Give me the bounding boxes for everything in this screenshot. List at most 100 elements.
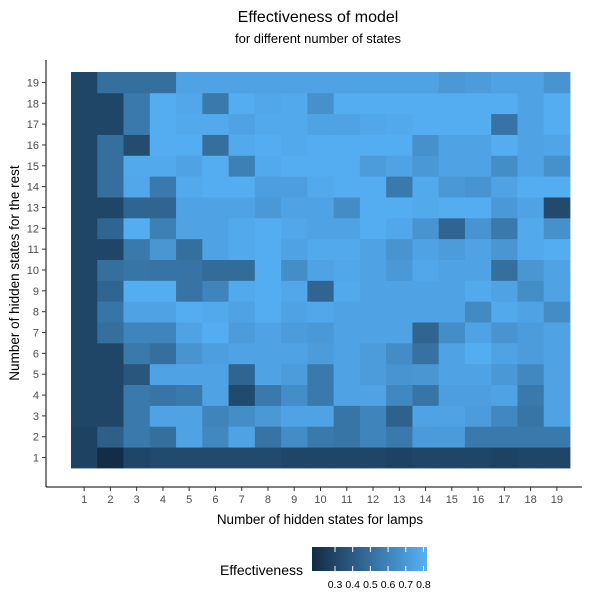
heatmap-cell [386,217,413,240]
heatmap-cell [333,426,361,448]
y-tick-label: 13 [27,202,39,214]
heatmap-cell [517,155,545,177]
heatmap-cell [333,72,361,94]
heatmap-cell [438,176,466,198]
heatmap-cell [254,155,282,177]
heatmap-cell [97,72,124,94]
heatmap-cell [71,176,98,198]
heatmap-cell [149,405,177,427]
heatmap-cell [71,92,98,115]
heatmap-cell [281,384,308,406]
heatmap-cell [71,363,98,386]
heatmap-cell [254,238,282,260]
heatmap-cell [333,384,361,406]
heatmap-cell [543,384,571,406]
y-tick-label: 15 [27,161,39,173]
heatmap-cell [149,447,177,469]
heatmap-cell [307,176,335,198]
heatmap-cell [333,197,361,219]
heatmap-cell [97,155,124,177]
heatmap-cell [517,72,545,94]
heatmap-cell [386,134,413,156]
heatmap-cell [359,197,387,219]
y-tick-label: 3 [33,411,39,423]
heatmap-cell [97,217,124,240]
heatmap-cell [412,134,440,156]
heatmap-cell [464,405,492,427]
heatmap-cell [333,322,361,344]
heatmap-cell [281,447,308,469]
heatmap-cell [412,217,440,240]
heatmap-cell [254,322,282,344]
heatmap-cell [491,301,518,323]
heatmap-cell [517,447,545,469]
heatmap-cell [176,238,203,260]
heatmap-cell [71,280,98,302]
heatmap-cell [543,176,571,198]
x-tick-label: 4 [160,494,166,506]
heatmap-cell [307,301,335,323]
heatmap-cell [281,217,308,240]
heatmap-cell [228,197,256,219]
heatmap-cell [281,301,308,323]
heatmap-cell [333,238,361,260]
y-tick-label: 17 [27,119,39,131]
heatmap-cell [386,426,413,448]
heatmap-cell [149,280,177,302]
heatmap-cell [412,384,440,406]
x-tick-label: 3 [134,494,140,506]
heatmap-cell [491,384,518,406]
heatmap-cell [438,134,466,156]
x-tick-label: 5 [186,494,192,506]
heatmap-cell [359,238,387,260]
heatmap-cell [386,280,413,302]
heatmap-cell [281,238,308,260]
heatmap-cell [176,134,203,156]
heatmap-cell [71,405,98,427]
heatmap-cell [412,301,440,323]
y-tick-label: 18 [27,98,39,110]
heatmap-cell [97,134,124,156]
heatmap-cell [202,259,229,281]
heatmap-cell [307,280,335,302]
heatmap-cell [71,259,98,281]
heatmap-cell [228,113,256,135]
heatmap-cell [202,405,229,427]
heatmap-cell [307,322,335,344]
heatmap-cell [543,155,571,177]
heatmap-cell [517,134,545,156]
heatmap-cell [464,342,492,365]
heatmap-cell [254,342,282,365]
heatmap-cell [149,113,177,135]
heatmap-cell [517,92,545,115]
heatmap-cell [281,176,308,198]
heatmap-cell [438,92,466,115]
heatmap-cell [281,405,308,427]
heatmap-cell [254,447,282,469]
heatmap-cell [281,342,308,365]
heatmap-cell [228,363,256,386]
heatmap-cell [543,217,571,240]
x-tick-label: 6 [212,494,218,506]
heatmap-cell [123,176,151,198]
heatmap-cell [202,197,229,219]
heatmap-cell [517,405,545,427]
heatmap-cell [464,301,492,323]
heatmap-cell [333,134,361,156]
heatmap-cell [491,426,518,448]
heatmap-cell [281,92,308,115]
heatmap-cell [176,342,203,365]
heatmap-cell [491,342,518,365]
heatmap-cell [464,322,492,344]
heatmap-cell [412,113,440,135]
heatmap-cell [254,72,282,94]
heatmap-cell [386,155,413,177]
heatmap-cell [228,301,256,323]
y-tick-label: 10 [27,265,39,277]
heatmap-cell [281,280,308,302]
heatmap-cell [71,342,98,365]
y-tick-label: 7 [33,328,39,340]
heatmap-cell [386,259,413,281]
heatmap-cell [281,197,308,219]
heatmap-cell [438,301,466,323]
